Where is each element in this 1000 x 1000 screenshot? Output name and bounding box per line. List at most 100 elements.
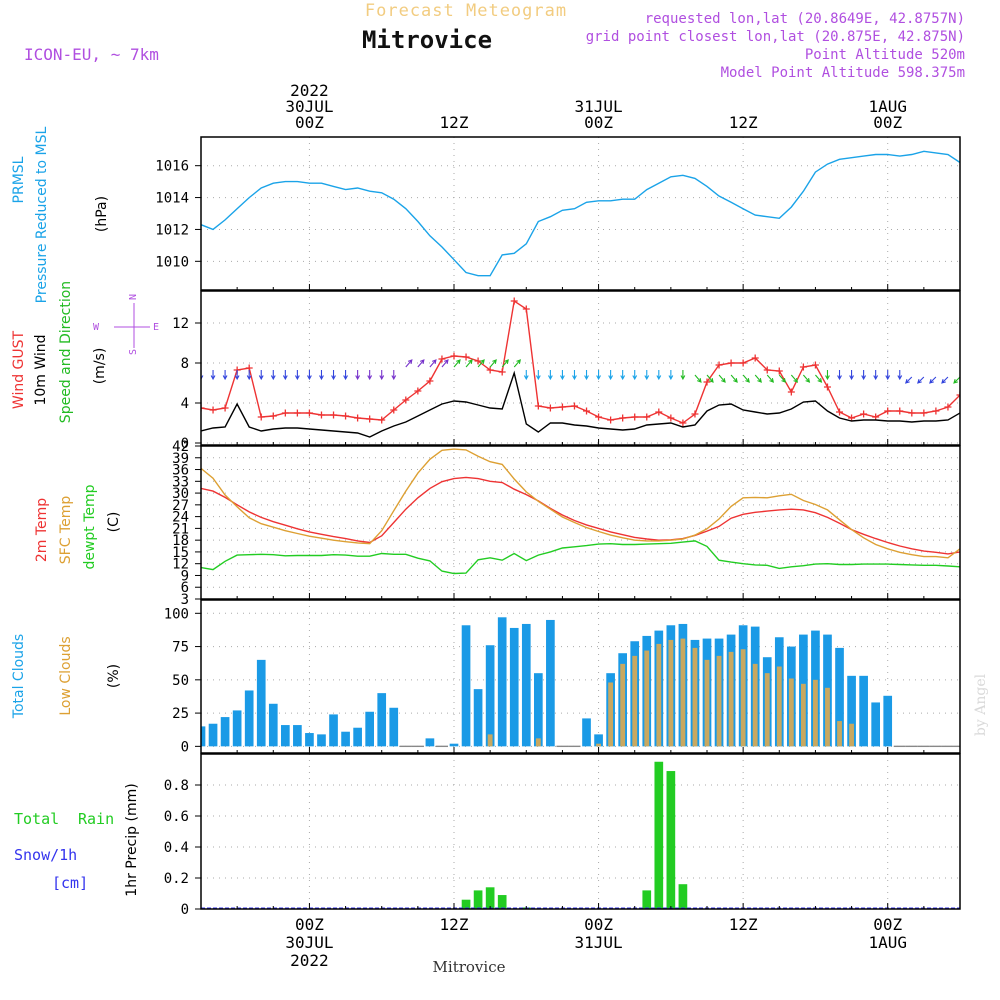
y-tick-label: 4 <box>181 396 189 412</box>
y-tick-label: 30 <box>172 486 189 502</box>
wind-direction-arrow <box>307 370 312 381</box>
time-label-bottom: 30JUL <box>285 933 333 952</box>
gust-marker <box>667 414 675 422</box>
low-cloud-bar <box>644 650 650 747</box>
y-tick-label: 6 <box>181 580 189 596</box>
t2m-line <box>201 476 960 555</box>
wind-direction-label: Speed and Direction <box>58 281 74 423</box>
gust-marker <box>173 400 180 407</box>
total-cloud-bar <box>341 731 350 747</box>
total-cloud-bar <box>449 743 459 747</box>
wind-direction-arrow <box>596 370 601 381</box>
compass-w: W <box>93 322 100 333</box>
compass-n: N <box>128 294 139 300</box>
gust-marker <box>522 305 530 313</box>
gust-marker <box>799 363 807 371</box>
low-cloud-bar <box>825 687 830 747</box>
y-tick-label: 0 <box>181 902 189 918</box>
time-label-top: 1AUG <box>868 97 907 116</box>
precip-axis-label: 1hr Precip (mm) <box>124 783 140 896</box>
low-cloud-bar <box>620 663 626 747</box>
wind-direction-arrow <box>417 359 425 368</box>
total-cloud-bar <box>280 725 290 747</box>
wind-direction-arrow <box>355 370 361 381</box>
panel-frame <box>200 290 961 446</box>
y-tick-label: 1014 <box>155 191 189 207</box>
total-cloud-bar <box>594 734 603 747</box>
wind-direction-arrow <box>620 370 626 381</box>
pressure-series <box>201 150 960 277</box>
rain-bar <box>666 771 676 909</box>
low-cloud-bar <box>837 721 842 747</box>
low-cloud-bar <box>680 638 686 747</box>
low-cloud-bar <box>813 679 818 747</box>
y-tick-label: 0.2 <box>164 871 189 887</box>
gust-marker <box>836 408 844 416</box>
y-tick-label: 0.6 <box>164 809 189 825</box>
precip-rain-label: Rain <box>78 810 114 828</box>
gust-marker <box>583 407 591 415</box>
low-cloud-bar <box>487 734 493 747</box>
y-tick-label: 27 <box>172 498 189 514</box>
wind-direction-arrow <box>523 370 529 381</box>
time-label-top: 12Z <box>440 113 469 132</box>
total-cloud-bar <box>835 647 844 747</box>
y-tick-label: 50 <box>172 673 189 689</box>
gust-marker <box>426 377 434 385</box>
gust-marker <box>619 414 627 422</box>
gust-marker <box>402 396 410 404</box>
wind-direction-arrow <box>656 370 662 381</box>
rain-bar <box>642 890 652 909</box>
total-cloud-bar <box>268 703 278 747</box>
grid-point-coords: grid point closest lon,lat (20.875E, 42.… <box>586 29 965 45</box>
total-cloud-bar <box>293 725 302 747</box>
total-cloud-bar <box>256 659 266 747</box>
gust-marker <box>378 416 386 424</box>
temp-unit: (C) <box>106 512 122 533</box>
wind-direction-arrow <box>513 359 521 368</box>
gust-marker <box>558 403 566 411</box>
time-label-top: 12Z <box>729 113 758 132</box>
wind-direction-arrow <box>929 376 937 384</box>
gust-marker <box>956 391 960 399</box>
tsfc-line <box>201 448 960 559</box>
total-cloud-bar <box>220 717 230 747</box>
low-cloud-bar <box>764 673 770 747</box>
total-cloud-bar <box>533 673 543 747</box>
wind-unit: (m/s) <box>92 348 108 385</box>
rain-bar <box>678 884 688 909</box>
y-tick-label: 0.4 <box>164 840 189 856</box>
prmsl-label: PRMSL <box>11 156 27 203</box>
wind-direction-arrow <box>584 370 589 381</box>
model-label: ICON-EU, ~ 7km <box>24 45 159 64</box>
gust-marker <box>739 359 747 367</box>
wind-direction-arrow <box>802 374 811 383</box>
y-tick-label: 42 <box>172 439 189 455</box>
gust-marker <box>201 404 205 412</box>
total-cloud-bar <box>859 675 868 747</box>
wind-direction-arrow <box>904 376 913 384</box>
wind-series <box>173 297 960 438</box>
total-clouds-label: Total Clouds <box>11 634 27 719</box>
chart-marks <box>173 150 960 909</box>
wind-direction-arrow <box>201 370 204 381</box>
gust-marker <box>534 402 542 410</box>
point-altitude: Point Altitude 520m <box>805 47 965 63</box>
total-cloud-bar <box>473 689 483 747</box>
wind-direction-arrow <box>668 370 674 381</box>
dewpt-label: dewpt Temp <box>82 484 98 569</box>
wind-direction-arrow <box>331 370 336 381</box>
wind-direction-arrow <box>680 370 686 381</box>
pressure-msl-label: Pressure Reduced to MSL <box>34 126 50 303</box>
time-label-bottom: 00Z <box>295 915 324 934</box>
y-tick-label: 8 <box>181 356 189 372</box>
gust-marker <box>703 378 711 386</box>
low-cloud-bar <box>174 724 179 747</box>
pressure-line <box>201 150 960 277</box>
panel-frames <box>200 136 961 910</box>
total-cloud-bar <box>546 619 555 747</box>
clouds-unit: (%) <box>106 664 122 688</box>
wind-direction-arrow <box>706 374 714 383</box>
gust-line <box>201 299 960 424</box>
total-cloud-bar <box>305 733 314 747</box>
